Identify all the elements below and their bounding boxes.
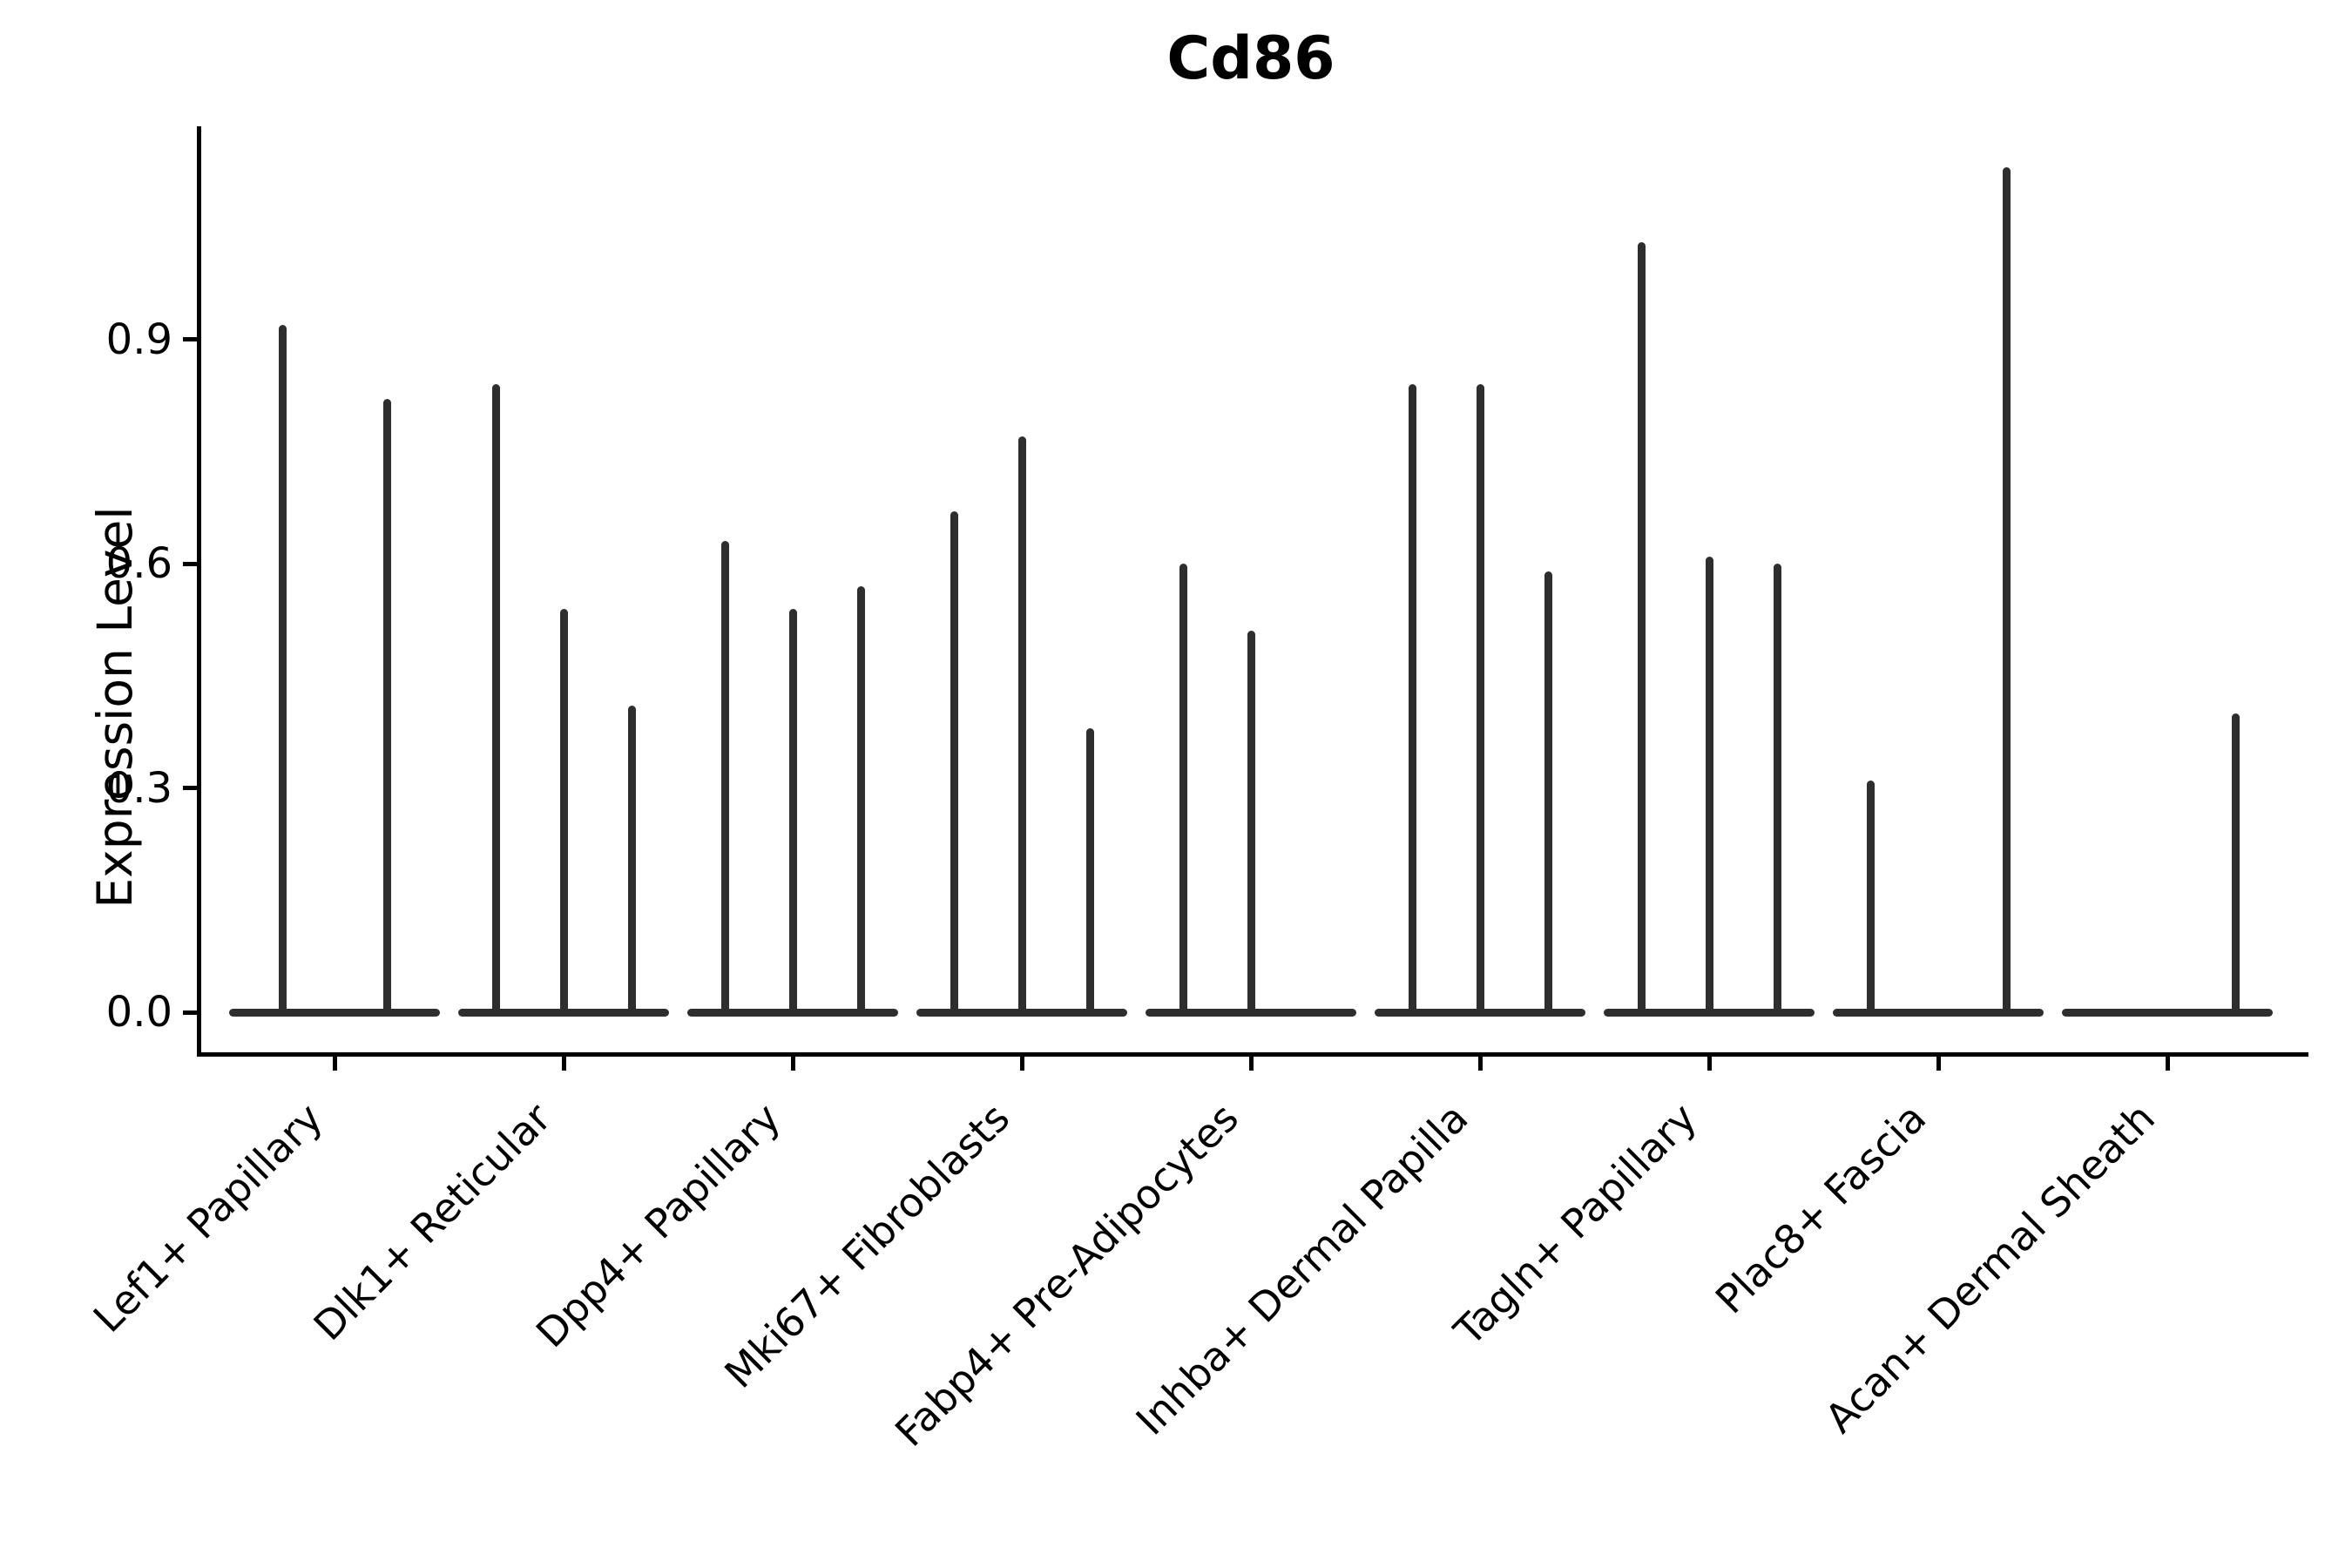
- x-tick: [1936, 1057, 1941, 1071]
- violin-spike: [788, 608, 797, 1017]
- x-tick-label: Lef1+ Papillary: [84, 1094, 332, 1342]
- violin-spike: [720, 541, 729, 1017]
- violin-spike: [1476, 384, 1484, 1017]
- violin-spike: [1705, 556, 1713, 1017]
- y-axis-label: Expression Level: [87, 506, 143, 909]
- violin-spike: [382, 399, 391, 1017]
- y-tick: [183, 786, 197, 791]
- x-tick: [2165, 1057, 2170, 1071]
- x-tick: [1248, 1057, 1254, 1071]
- y-tick: [183, 337, 197, 342]
- x-axis-spine: [197, 1052, 2308, 1057]
- violin-spike: [1866, 781, 1875, 1017]
- violin-baseline: [2062, 1008, 2273, 1017]
- y-tick-label: 0.6: [105, 539, 172, 589]
- y-axis-spine: [197, 126, 201, 1057]
- y-tick-label: 0.0: [105, 988, 172, 1037]
- violin-spike: [950, 511, 958, 1017]
- violin-baseline: [229, 1008, 440, 1017]
- violin-spike: [559, 608, 568, 1017]
- y-tick: [183, 561, 197, 566]
- y-tick: [183, 1010, 197, 1015]
- violin-spike: [1408, 384, 1416, 1017]
- x-tick: [790, 1057, 795, 1071]
- violin-spike: [1247, 631, 1255, 1017]
- violin-spike: [491, 384, 500, 1017]
- violin-spike: [627, 706, 636, 1017]
- x-tick: [1477, 1057, 1483, 1071]
- violin-baseline: [1833, 1008, 2044, 1017]
- x-tick: [332, 1057, 337, 1071]
- y-tick-label: 0.3: [105, 763, 172, 813]
- violin-spike: [1637, 242, 1646, 1017]
- violin-spike: [278, 324, 287, 1017]
- violin-spike: [1085, 727, 1094, 1017]
- x-tick: [1019, 1057, 1024, 1071]
- x-tick: [561, 1057, 566, 1071]
- chart-title: Cd86: [1166, 24, 1335, 93]
- violin-spike: [2002, 167, 2011, 1017]
- y-tick-label: 0.9: [105, 314, 172, 364]
- violin-spike: [2231, 713, 2240, 1017]
- x-tick-label: Tagln+ Papillary: [1445, 1094, 1707, 1355]
- x-tick-label: Dpp4+ Papillary: [526, 1094, 790, 1357]
- violin-spike: [856, 585, 865, 1017]
- violin-spike: [1017, 436, 1026, 1017]
- x-tick: [1707, 1057, 1712, 1071]
- violin-spike: [1544, 571, 1552, 1017]
- x-tick-label: Plac8+ Fascia: [1706, 1094, 1936, 1323]
- violin-spike: [1179, 564, 1187, 1017]
- violin-spike: [1773, 564, 1781, 1017]
- x-tick-label: Dlk1+ Reticular: [304, 1094, 561, 1350]
